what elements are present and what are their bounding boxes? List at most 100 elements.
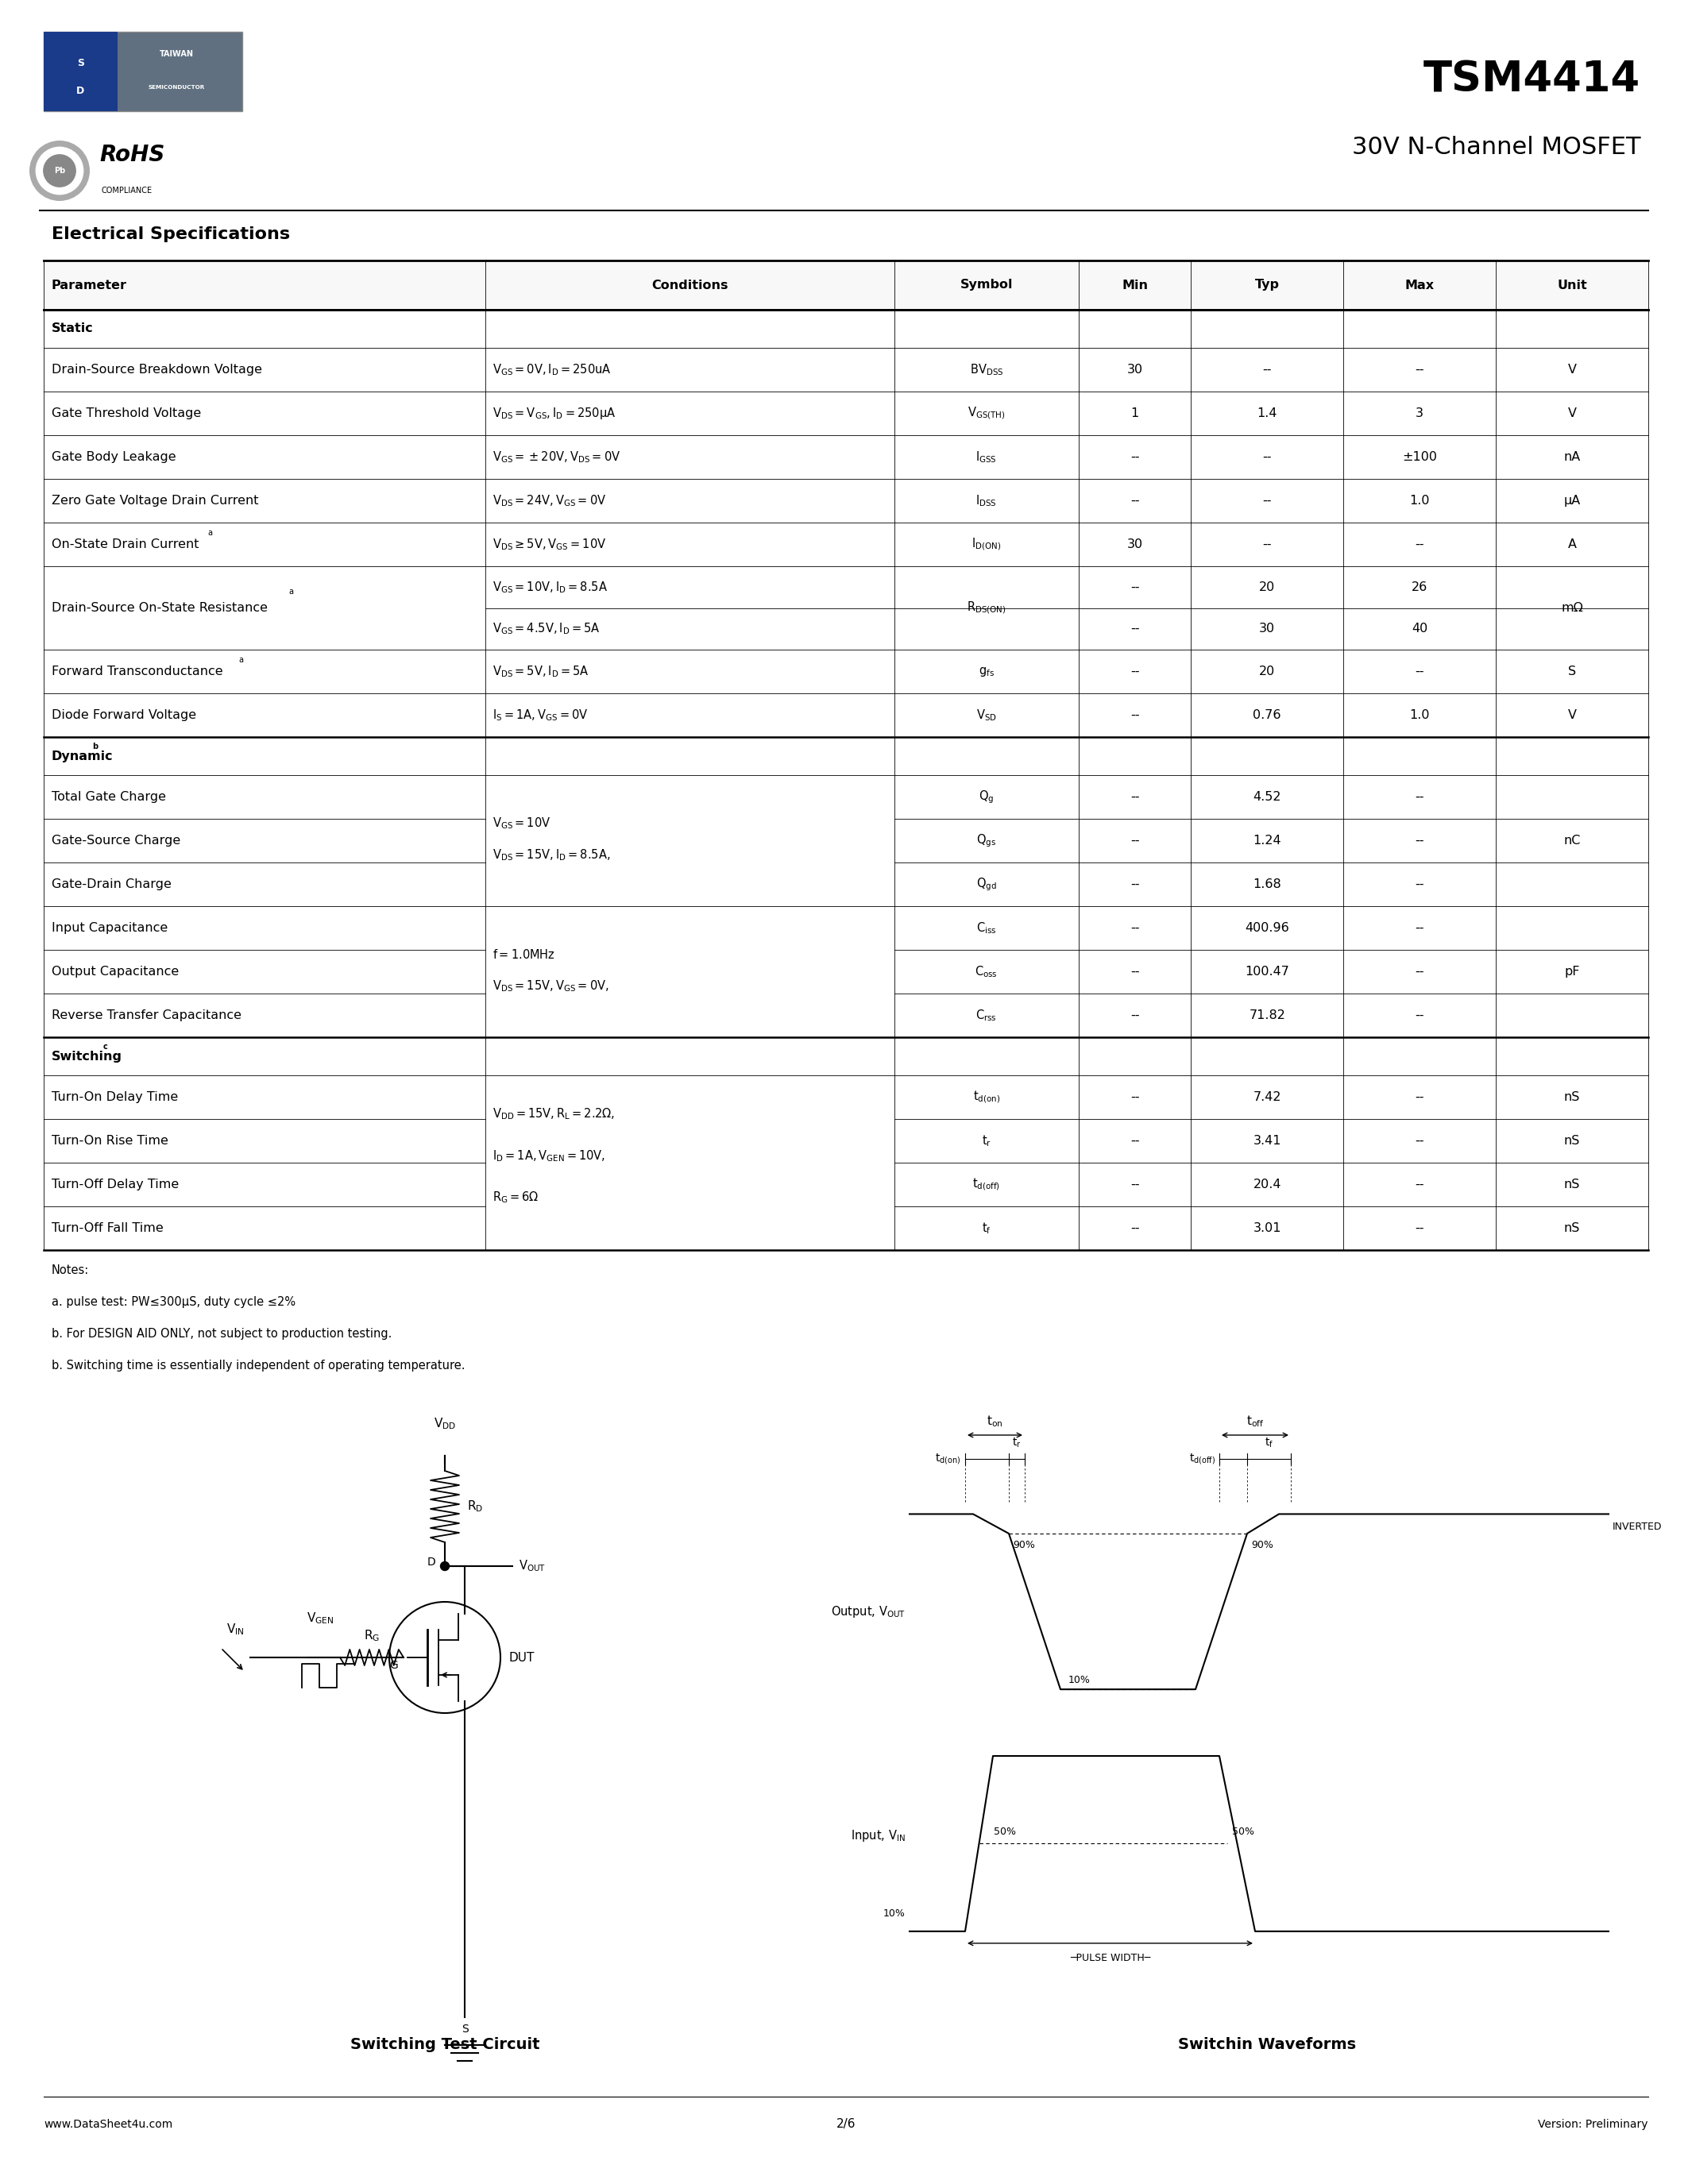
- Bar: [44, 906, 1647, 1037]
- Text: nS: nS: [1565, 1092, 1580, 1103]
- Text: $V_{GEN}$: $V_{GEN}$: [307, 1612, 334, 1625]
- Text: 0.76: 0.76: [1252, 710, 1281, 721]
- Text: --: --: [1131, 834, 1139, 847]
- Text: $V_{DS}=15V, V_{GS}=0V,$: $V_{DS}=15V, V_{GS}=0V,$: [493, 978, 609, 994]
- Text: $V_{GS}=4.5V, I_{D}=5A$: $V_{GS}=4.5V, I_{D}=5A$: [493, 622, 601, 636]
- Text: Electrical Specifications: Electrical Specifications: [52, 227, 290, 242]
- Text: --: --: [1415, 1179, 1425, 1190]
- Text: a: a: [238, 655, 243, 664]
- Text: Min: Min: [1123, 280, 1148, 290]
- Circle shape: [441, 1562, 449, 1570]
- Bar: [44, 692, 1647, 736]
- Text: Output Capacitance: Output Capacitance: [52, 965, 179, 978]
- Bar: [44, 391, 1647, 435]
- Text: $V_{GS}=10V, I_{D}=8.5A$: $V_{GS}=10V, I_{D}=8.5A$: [493, 579, 608, 594]
- Text: V: V: [1568, 408, 1577, 419]
- Text: 7.42: 7.42: [1252, 1092, 1281, 1103]
- Text: 1.0: 1.0: [1409, 710, 1430, 721]
- Text: --: --: [1415, 1136, 1425, 1147]
- Text: --: --: [1415, 365, 1425, 376]
- Text: $f=1.0MHz$: $f=1.0MHz$: [493, 948, 555, 961]
- Text: S: S: [78, 59, 84, 68]
- Text: Gate-Source Charge: Gate-Source Charge: [52, 834, 181, 847]
- Text: Forward Transconductance: Forward Transconductance: [52, 666, 223, 677]
- Text: $V_{GS}=0V, I_{D}=250uA$: $V_{GS}=0V, I_{D}=250uA$: [493, 363, 611, 378]
- Text: --: --: [1131, 581, 1139, 594]
- Text: --: --: [1263, 496, 1271, 507]
- Text: Drain-Source Breakdown Voltage: Drain-Source Breakdown Voltage: [52, 365, 262, 376]
- Text: INVERTED: INVERTED: [1612, 1522, 1663, 1533]
- Text: --: --: [1131, 878, 1139, 891]
- Circle shape: [35, 146, 84, 194]
- Text: $t_{off}$: $t_{off}$: [1246, 1413, 1264, 1428]
- Text: V: V: [1568, 365, 1577, 376]
- Text: $V_{OUT}$: $V_{OUT}$: [518, 1559, 545, 1572]
- Text: 100.47: 100.47: [1246, 965, 1290, 978]
- Text: $t_{f}$: $t_{f}$: [982, 1221, 991, 1236]
- Text: Gate-Drain Charge: Gate-Drain Charge: [52, 878, 172, 891]
- Text: $t_{d(off)}$: $t_{d(off)}$: [1188, 1452, 1215, 1465]
- Text: 1.24: 1.24: [1252, 834, 1281, 847]
- Text: $C_{oss}$: $C_{oss}$: [976, 965, 998, 978]
- Text: Version: Preliminary: Version: Preliminary: [1538, 2118, 1647, 2129]
- Text: --: --: [1415, 965, 1425, 978]
- Text: Reverse Transfer Capacitance: Reverse Transfer Capacitance: [52, 1009, 241, 1022]
- Text: --: --: [1131, 965, 1139, 978]
- Text: a. pulse test: PW≤300μS, duty cycle ≤2%: a. pulse test: PW≤300μS, duty cycle ≤2%: [52, 1295, 295, 1308]
- Text: Pb: Pb: [54, 166, 66, 175]
- Text: 20.4: 20.4: [1252, 1179, 1281, 1190]
- Text: nS: nS: [1565, 1136, 1580, 1147]
- Text: ─PULSE WIDTH─: ─PULSE WIDTH─: [1070, 1952, 1150, 1963]
- Text: 4.52: 4.52: [1252, 791, 1281, 804]
- Text: Max: Max: [1404, 280, 1435, 290]
- Text: TAIWAN: TAIWAN: [160, 50, 194, 59]
- Text: Input, $V_{IN}$: Input, $V_{IN}$: [851, 1828, 905, 1843]
- Bar: [44, 260, 1647, 310]
- Circle shape: [437, 1439, 452, 1455]
- Text: --: --: [1131, 666, 1139, 677]
- Text: $t_{on}$: $t_{on}$: [987, 1413, 1003, 1428]
- Bar: [44, 566, 1647, 649]
- Text: Unit: Unit: [1556, 280, 1587, 290]
- Text: $C_{rss}$: $C_{rss}$: [976, 1009, 998, 1022]
- Text: 30V N-Channel MOSFET: 30V N-Channel MOSFET: [1352, 135, 1641, 159]
- Text: Symbol: Symbol: [960, 280, 1013, 290]
- Text: $V_{DS}=24V, V_{GS}=0V$: $V_{DS}=24V, V_{GS}=0V$: [493, 494, 606, 509]
- Text: $Q_{gd}$: $Q_{gd}$: [976, 876, 996, 893]
- Text: --: --: [1263, 365, 1271, 376]
- Text: Zero Gate Voltage Drain Current: Zero Gate Voltage Drain Current: [52, 496, 258, 507]
- Text: --: --: [1415, 1223, 1425, 1234]
- Text: --: --: [1131, 1009, 1139, 1022]
- Text: $R_{DS(ON)}$: $R_{DS(ON)}$: [967, 601, 1006, 616]
- Text: --: --: [1131, 1223, 1139, 1234]
- Text: 30: 30: [1259, 622, 1274, 636]
- Text: Diode Forward Voltage: Diode Forward Voltage: [52, 710, 196, 721]
- Text: Turn-Off Delay Time: Turn-Off Delay Time: [52, 1179, 179, 1190]
- Text: $I_{D}=1A, V_{GEN}=10V,$: $I_{D}=1A, V_{GEN}=10V,$: [493, 1149, 606, 1164]
- Text: Turn-Off Fall Time: Turn-Off Fall Time: [52, 1223, 164, 1234]
- Text: 3: 3: [1416, 408, 1423, 419]
- Text: 26: 26: [1411, 581, 1428, 594]
- Text: D: D: [427, 1557, 436, 1568]
- Text: --: --: [1263, 452, 1271, 463]
- Text: 3.41: 3.41: [1252, 1136, 1281, 1147]
- Text: --: --: [1263, 539, 1271, 550]
- Text: 30: 30: [1128, 539, 1143, 550]
- Text: $V_{GS(TH)}$: $V_{GS(TH)}$: [967, 406, 1006, 422]
- Text: --: --: [1131, 710, 1139, 721]
- Text: --: --: [1131, 452, 1139, 463]
- Circle shape: [29, 140, 89, 201]
- Bar: [44, 33, 243, 111]
- Text: nC: nC: [1563, 834, 1580, 847]
- Text: $t_r$: $t_r$: [1013, 1437, 1021, 1450]
- Text: V: V: [1568, 710, 1577, 721]
- Text: 10%: 10%: [1069, 1675, 1090, 1686]
- Text: RoHS: RoHS: [100, 144, 165, 166]
- Text: $Q_{g}$: $Q_{g}$: [979, 788, 994, 806]
- Circle shape: [42, 155, 76, 188]
- Text: Gate Threshold Voltage: Gate Threshold Voltage: [52, 408, 201, 419]
- Text: b. Switching time is essentially independent of operating temperature.: b. Switching time is essentially indepen…: [52, 1361, 466, 1372]
- Text: $V_{DS}=V_{GS}, I_{D}=250\mu A$: $V_{DS}=V_{GS}, I_{D}=250\mu A$: [493, 406, 616, 422]
- Text: On-State Drain Current: On-State Drain Current: [52, 539, 199, 550]
- Text: $V_{DS}=5V, I_{D}=5A$: $V_{DS}=5V, I_{D}=5A$: [493, 664, 589, 679]
